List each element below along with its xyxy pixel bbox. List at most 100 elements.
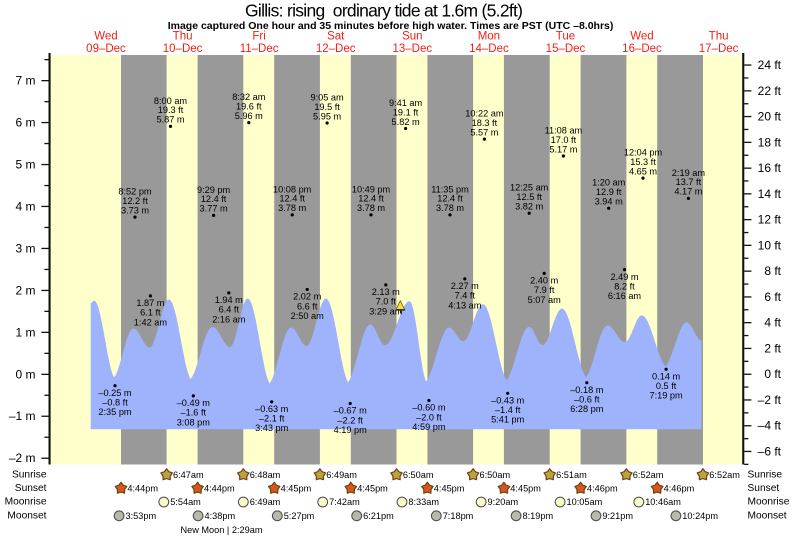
svg-text:–2 ft: –2 ft (758, 393, 782, 407)
svg-text:7:42am: 7:42am (329, 497, 360, 507)
svg-text:Fri: Fri (252, 31, 265, 43)
svg-text:24 ft: 24 ft (758, 58, 782, 72)
svg-text:5.82 m: 5.82 m (392, 117, 420, 127)
svg-text:10:49 pm: 10:49 pm (352, 184, 391, 194)
svg-text:6:51am: 6:51am (556, 470, 587, 480)
svg-text:9:21pm: 9:21pm (602, 511, 633, 521)
svg-text:11–Dec: 11–Dec (240, 43, 279, 55)
svg-text:20 ft: 20 ft (758, 110, 782, 124)
svg-text:Thu: Thu (173, 31, 193, 43)
svg-text:1:42 am: 1:42 am (134, 317, 168, 327)
svg-text:2:35 pm: 2:35 pm (98, 407, 132, 417)
svg-text:18.3 ft: 18.3 ft (472, 118, 498, 128)
svg-text:3.78 m: 3.78 m (357, 203, 385, 213)
svg-text:1.94 m: 1.94 m (215, 295, 243, 305)
svg-text:8:19pm: 8:19pm (523, 511, 554, 521)
svg-text:3 m: 3 m (15, 241, 35, 255)
svg-text:8.2 ft: 8.2 ft (614, 281, 635, 291)
svg-text:2:19 am: 2:19 am (672, 168, 706, 178)
svg-text:3:43 pm: 3:43 pm (255, 423, 289, 433)
svg-text:–0.60 m: –0.60 m (412, 403, 446, 413)
svg-text:18 ft: 18 ft (758, 135, 782, 149)
svg-text:6:47am: 6:47am (173, 470, 204, 480)
svg-text:2 m: 2 m (15, 283, 35, 297)
svg-text:–4 ft: –4 ft (758, 419, 782, 433)
svg-text:Moonset: Moonset (748, 510, 787, 521)
svg-text:12.4 ft: 12.4 ft (201, 194, 227, 204)
svg-text:7:18pm: 7:18pm (443, 511, 474, 521)
svg-text:6:52am: 6:52am (709, 470, 740, 480)
svg-text:8:32 am: 8:32 am (232, 92, 266, 102)
svg-text:–0.8 ft: –0.8 ft (102, 398, 128, 408)
svg-text:5:27pm: 5:27pm (284, 511, 315, 521)
svg-text:19.3 ft: 19.3 ft (158, 105, 184, 115)
svg-text:New Moon | 2:29am: New Moon | 2:29am (180, 525, 262, 535)
svg-text:4:13 am: 4:13 am (448, 300, 482, 310)
svg-text:3:08 pm: 3:08 pm (177, 417, 211, 427)
svg-text:–2.2 ft: –2.2 ft (337, 415, 363, 425)
svg-text:12:04 pm: 12:04 pm (624, 148, 663, 158)
svg-text:–6 ft: –6 ft (758, 445, 782, 459)
svg-text:12 ft: 12 ft (758, 213, 782, 227)
svg-text:Sunrise: Sunrise (12, 469, 47, 480)
svg-text:4:19 pm: 4:19 pm (334, 425, 368, 435)
svg-text:4:44pm: 4:44pm (127, 483, 158, 493)
svg-text:6:48am: 6:48am (250, 470, 281, 480)
svg-text:4:46pm: 4:46pm (664, 483, 695, 493)
svg-text:5:07 am: 5:07 am (528, 295, 562, 305)
svg-text:–2.0 ft: –2.0 ft (416, 412, 442, 422)
svg-text:16 ft: 16 ft (758, 161, 782, 175)
svg-text:1 m: 1 m (15, 325, 35, 339)
svg-text:5.87 m: 5.87 m (156, 115, 184, 125)
svg-text:9:20am: 9:20am (488, 497, 519, 507)
svg-text:0.5 ft: 0.5 ft (656, 381, 677, 391)
svg-text:09–Dec: 09–Dec (86, 43, 126, 55)
svg-text:3:29 am: 3:29 am (369, 306, 403, 316)
svg-text:6:16 am: 6:16 am (608, 291, 642, 301)
svg-text:11:35 pm: 11:35 pm (431, 184, 469, 194)
svg-text:3.94 m: 3.94 m (595, 197, 623, 207)
svg-text:3.73 m: 3.73 m (121, 205, 149, 215)
svg-text:8:33am: 8:33am (408, 497, 439, 507)
svg-text:Sunset: Sunset (15, 483, 47, 494)
svg-text:–0.6 ft: –0.6 ft (574, 395, 600, 405)
svg-text:2:50 am: 2:50 am (291, 311, 325, 321)
svg-text:4:46pm: 4:46pm (587, 483, 618, 493)
svg-text:4 m: 4 m (15, 200, 35, 214)
svg-text:14–Dec: 14–Dec (469, 43, 509, 55)
svg-text:7.4 ft: 7.4 ft (455, 291, 476, 301)
svg-text:10:05am: 10:05am (567, 497, 603, 507)
svg-text:12.2 ft: 12.2 ft (122, 196, 148, 206)
svg-text:–0.43 m: –0.43 m (491, 396, 525, 406)
svg-text:10:46am: 10:46am (645, 497, 681, 507)
svg-text:16–Dec: 16–Dec (622, 43, 662, 55)
svg-text:–0.25 m: –0.25 m (98, 388, 132, 398)
svg-text:6:49am: 6:49am (326, 470, 357, 480)
svg-text:5.96 m: 5.96 m (235, 111, 263, 121)
svg-text:7:19 pm: 7:19 pm (649, 391, 683, 401)
svg-text:10:24pm: 10:24pm (682, 511, 718, 521)
svg-text:–2 m: –2 m (9, 451, 36, 465)
svg-text:6:28 pm: 6:28 pm (570, 404, 604, 414)
svg-text:–2.1 ft: –2.1 ft (259, 414, 285, 424)
svg-text:4 ft: 4 ft (764, 316, 781, 330)
svg-text:12:25 am: 12:25 am (510, 183, 549, 193)
svg-text:2.27 m: 2.27 m (451, 281, 479, 291)
svg-text:0.14 m: 0.14 m (652, 371, 680, 381)
svg-text:6:50am: 6:50am (480, 470, 511, 480)
svg-text:2.49 m: 2.49 m (610, 272, 638, 282)
svg-text:12.4 ft: 12.4 ft (358, 194, 384, 204)
svg-text:6:21pm: 6:21pm (363, 511, 394, 521)
svg-text:–0.49 m: –0.49 m (177, 398, 211, 408)
svg-text:9:29 pm: 9:29 pm (197, 185, 231, 195)
svg-text:Moonrise: Moonrise (748, 497, 790, 508)
svg-text:1:20 am: 1:20 am (592, 178, 626, 188)
svg-text:3:53pm: 3:53pm (126, 511, 157, 521)
svg-text:12–Dec: 12–Dec (316, 43, 356, 55)
svg-text:Sunset: Sunset (748, 483, 780, 494)
svg-text:0 ft: 0 ft (764, 367, 781, 381)
svg-text:12.5 ft: 12.5 ft (516, 192, 542, 202)
svg-text:3.82 m: 3.82 m (515, 202, 543, 212)
svg-text:4:45pm: 4:45pm (357, 483, 388, 493)
svg-text:12.4 ft: 12.4 ft (279, 194, 305, 204)
